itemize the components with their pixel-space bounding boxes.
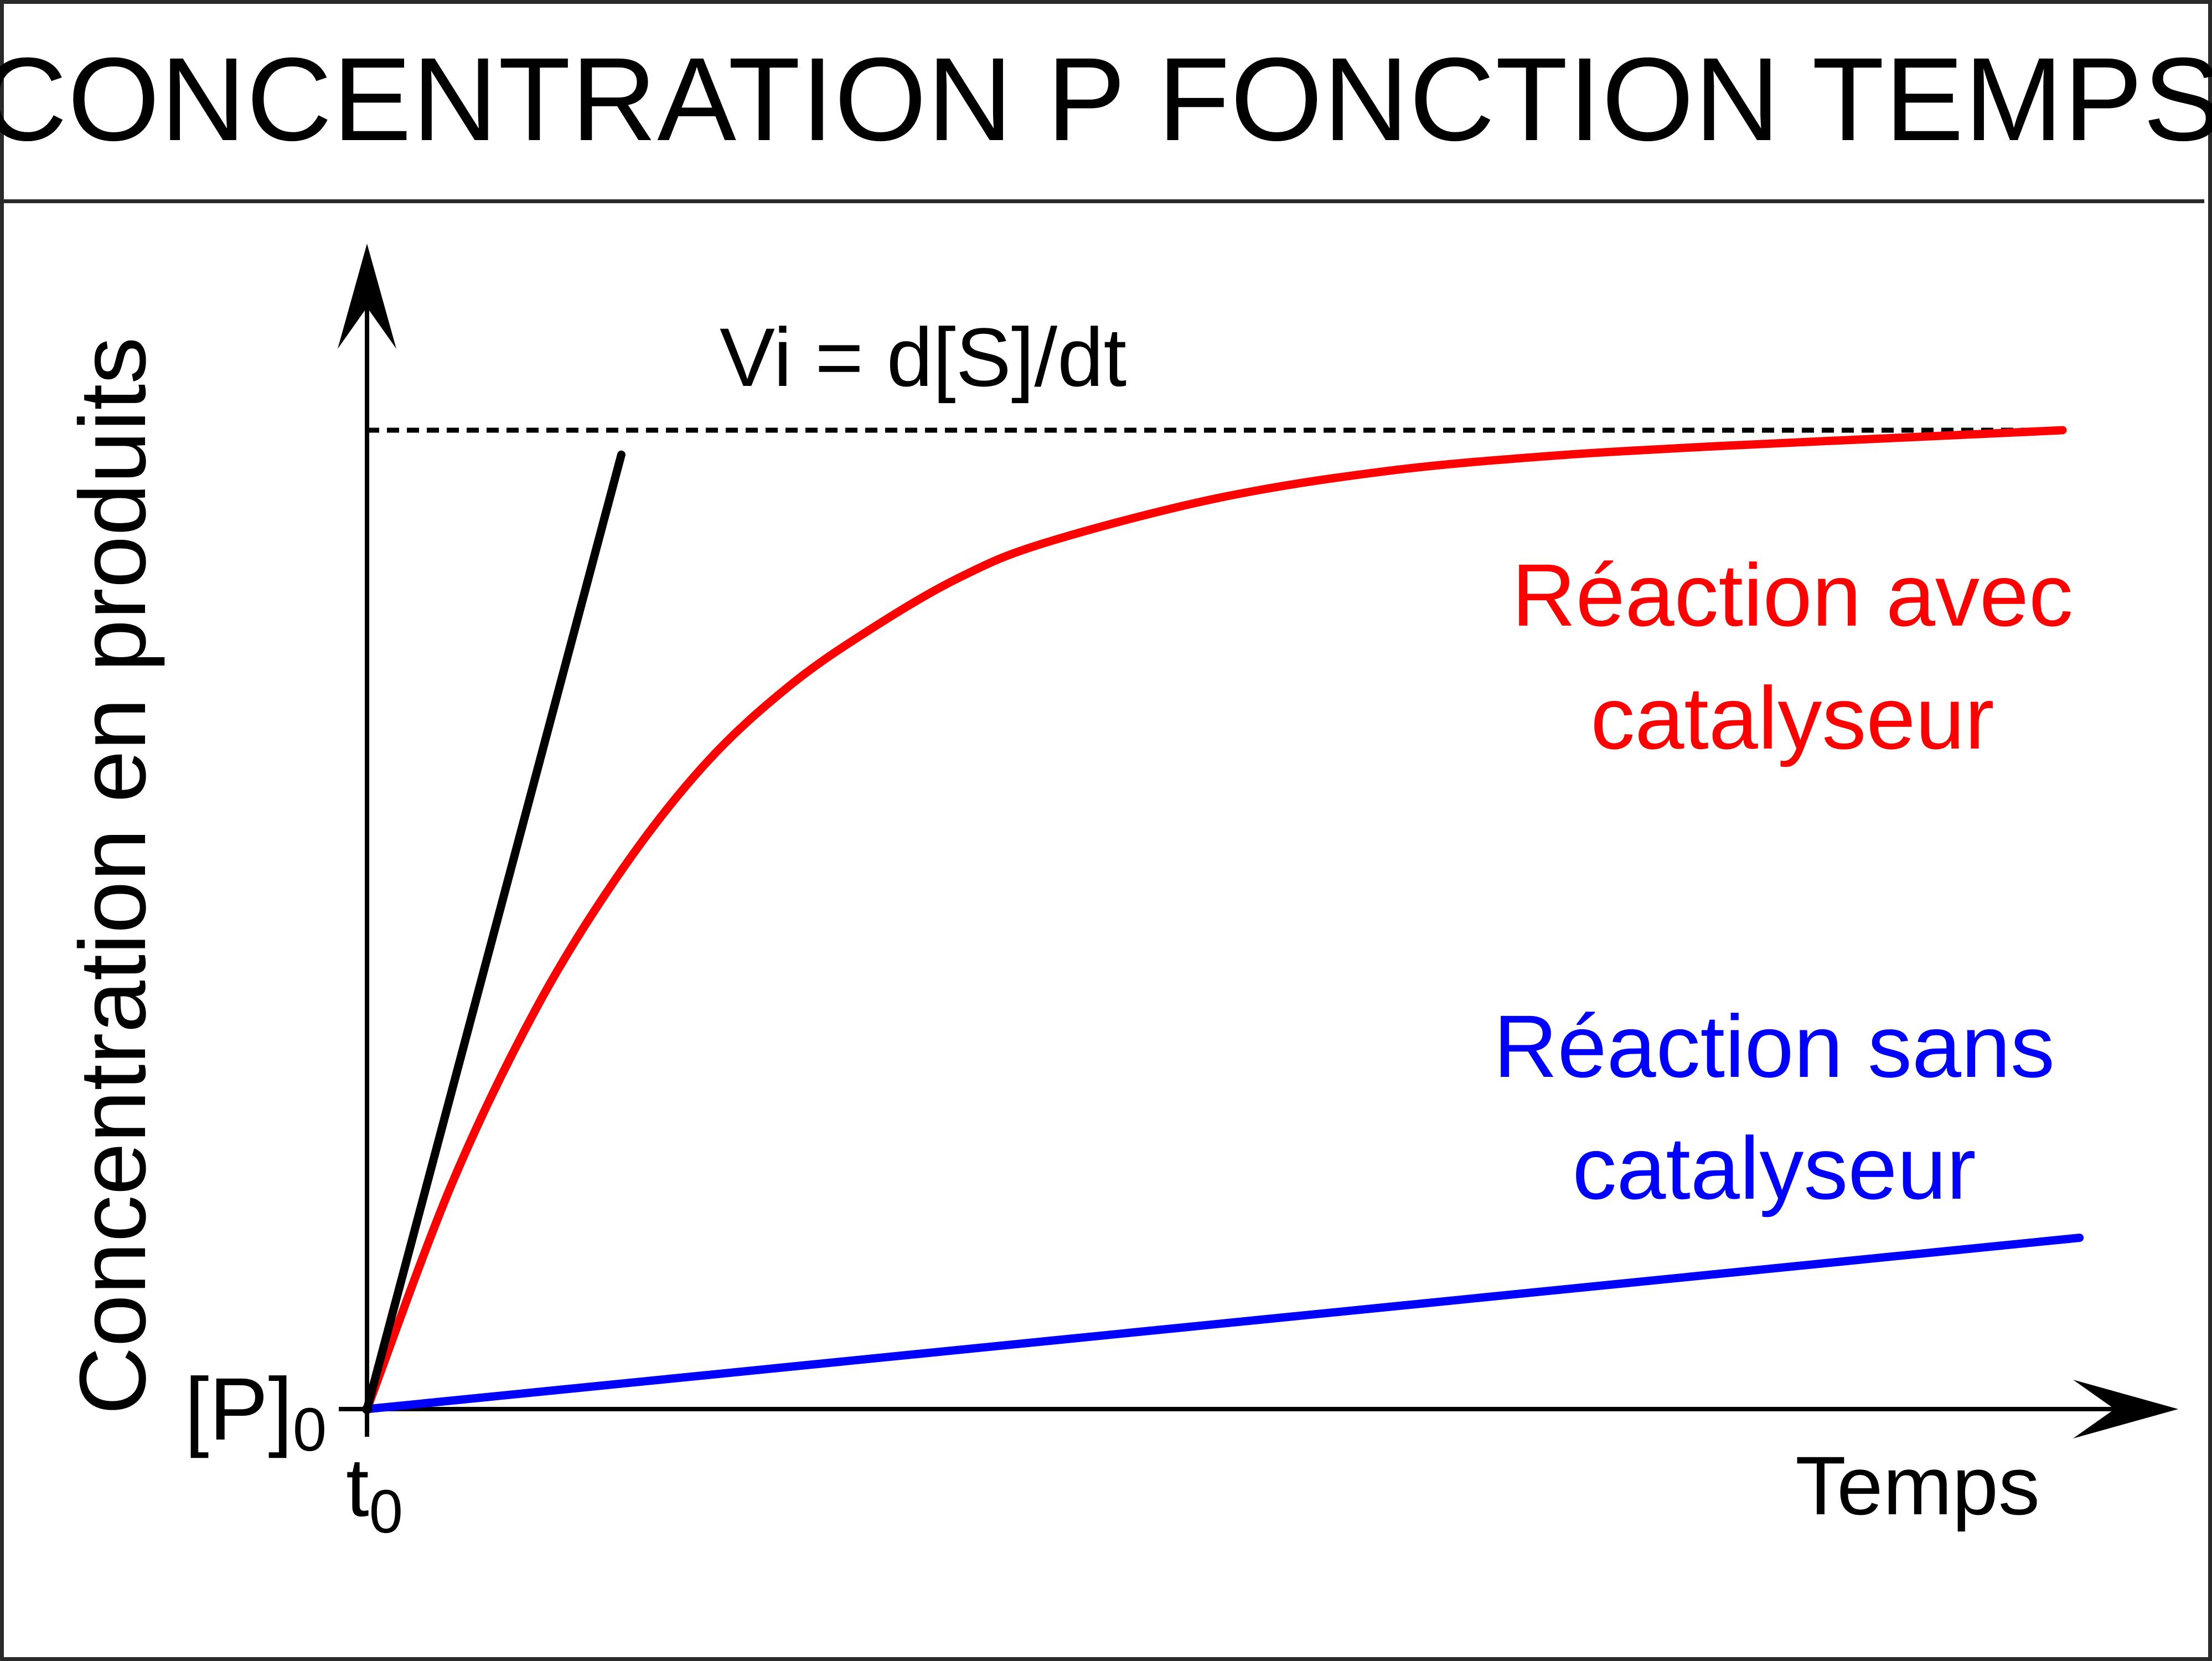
- x-axis-label: Temps: [1795, 1439, 2040, 1532]
- origin-point: [362, 1404, 372, 1414]
- y-origin-label: [P]0: [184, 1359, 327, 1464]
- series-line-initial-rate: [363, 450, 626, 1414]
- legend-without-catalyst-line-1: Réaction sans: [1493, 997, 2055, 1096]
- legend-with-catalyst-line-1: Réaction avec: [1512, 545, 2073, 644]
- y-axis-arrowhead: [338, 244, 396, 349]
- legend-without-catalyst-line-2: catalyseur: [1572, 1118, 1976, 1218]
- y-axis-label: Concentration en produits: [60, 337, 166, 1415]
- chart-title: CONCENTRATION P FONCTION TEMPS: [0, 33, 2212, 166]
- legend-with-catalyst-line-2: catalyseur: [1590, 668, 1994, 767]
- series-line-without-catalyst: [363, 1234, 2084, 1414]
- initial-rate-annotation: Vi = d[S]/dt: [720, 311, 1126, 404]
- series-line-with-catalyst: [363, 426, 2067, 1414]
- x-origin-label: t0: [346, 1441, 403, 1546]
- x-axis-arrowhead: [2073, 1380, 2178, 1438]
- title-bar: CONCENTRATION P FONCTION TEMPS: [0, 0, 2212, 203]
